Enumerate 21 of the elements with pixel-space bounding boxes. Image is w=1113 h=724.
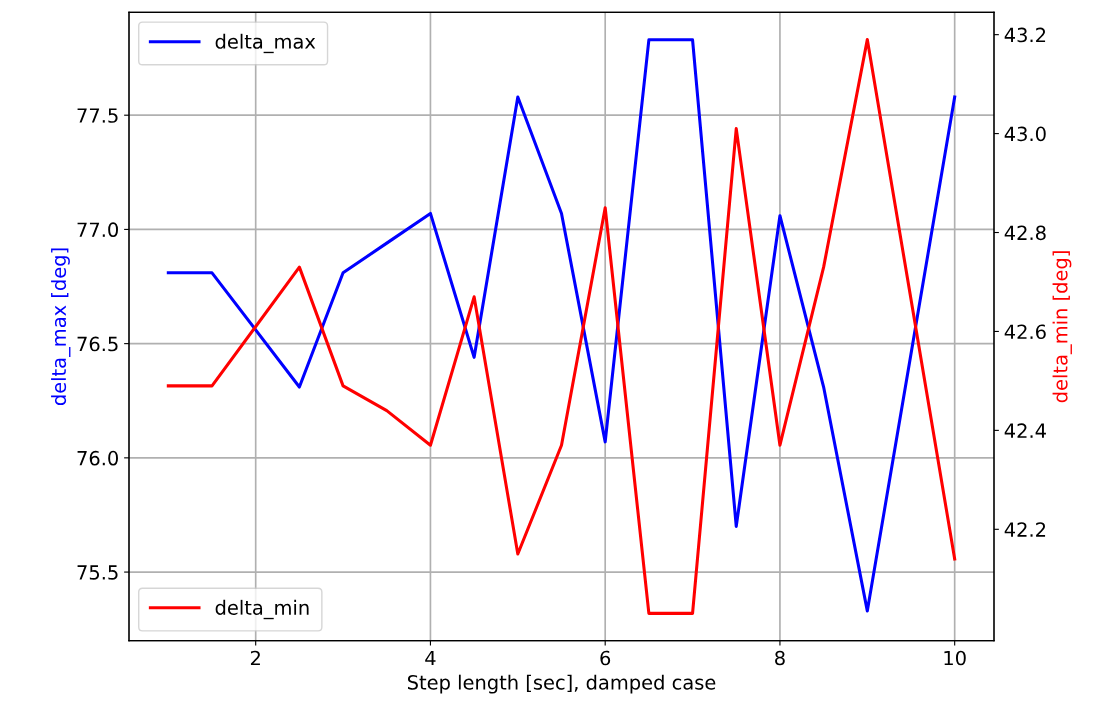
- legend-label: delta_max: [215, 33, 316, 54]
- y2-tick-label: 43.2: [1004, 27, 1046, 43]
- y2-tick-label: 42.4: [1004, 423, 1046, 438]
- x-tick-label: 10: [944, 650, 966, 666]
- x-axis-title: Step length [sec], damped case: [407, 674, 716, 694]
- y2-tick-label: 43.0: [1004, 126, 1046, 142]
- x-tick-label: 8: [775, 650, 785, 666]
- y2-tick-label: 42.8: [1004, 225, 1046, 241]
- y-tick-label: 76.0: [77, 450, 118, 466]
- y2-tick-label: 42.6: [1004, 324, 1046, 340]
- x-tick-label: 6: [600, 650, 611, 666]
- y-axis-title: delta_max [deg]: [51, 248, 71, 406]
- x-tick-label: 4: [425, 650, 436, 666]
- y-tick-label: 77.5: [77, 108, 118, 123]
- y-tick-label: 77.0: [77, 222, 118, 238]
- y2-tick-label: 42.2: [1004, 522, 1046, 537]
- x-tick-label: 2: [250, 650, 260, 666]
- y-tick-label: 75.5: [77, 565, 118, 580]
- y-tick-label: 76.5: [77, 336, 118, 352]
- y2-axis-title: delta_min [deg]: [1052, 251, 1072, 403]
- legend-label: delta_min: [215, 599, 309, 620]
